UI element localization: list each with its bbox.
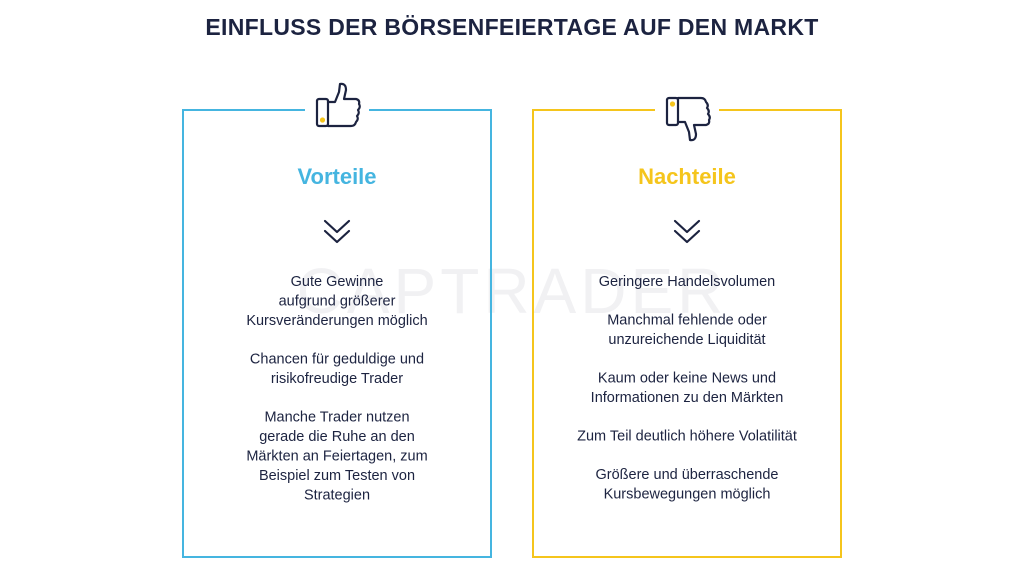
border-gap [655, 106, 719, 114]
item-line: Märkten an Feiertagen, zum [246, 448, 427, 464]
icon-hand [326, 82, 361, 128]
item-line: Manche Trader nutzen [264, 409, 409, 425]
thumbs-up-icon [315, 82, 361, 128]
item-line: Kursveränderungen möglich [246, 313, 427, 329]
item-line: risikofreudige Trader [271, 371, 403, 387]
item-line: Kaum oder keine News und [598, 370, 776, 386]
icon-hand [676, 96, 711, 142]
item-line: Informationen zu den Märkten [591, 390, 784, 406]
item-line: Größere und überraschende [596, 467, 779, 483]
item-line: unzureichende Liquidität [608, 332, 765, 348]
panel-heading: Vorteile [297, 164, 376, 189]
chevron [673, 229, 701, 244]
item-line: Kursbewegungen möglich [604, 486, 771, 502]
item-line: Geringere Handelsvolumen [599, 274, 776, 290]
icon-dot [319, 117, 326, 123]
item-line: Zum Teil deutlich höhere Volatilität [577, 428, 797, 444]
chevron [323, 219, 351, 234]
icon-dot [669, 101, 676, 107]
item-line: gerade die Ruhe an den [259, 429, 415, 445]
item-line: aufgrund größerer [279, 293, 396, 309]
chevron [323, 229, 351, 244]
chevron [673, 219, 701, 234]
border-gap [305, 106, 369, 114]
title: EINFLUSS DER BÖRSENFEIERTAGE AUF DEN MAR… [205, 14, 818, 40]
item-line: Strategien [304, 487, 370, 503]
item-line: Chancen für geduldige und [250, 351, 424, 367]
watermark: CAPTRADER [297, 255, 728, 327]
icon-cuff [665, 96, 680, 127]
panel-heading: Nachteile [638, 164, 736, 189]
icon-cuff [315, 97, 330, 128]
item-line: Manchmal fehlende oder [607, 312, 767, 328]
thumbs-down-icon [665, 96, 711, 142]
item-line: Beispiel zum Testen von [259, 468, 415, 484]
item-line: Gute Gewinne [291, 274, 384, 290]
